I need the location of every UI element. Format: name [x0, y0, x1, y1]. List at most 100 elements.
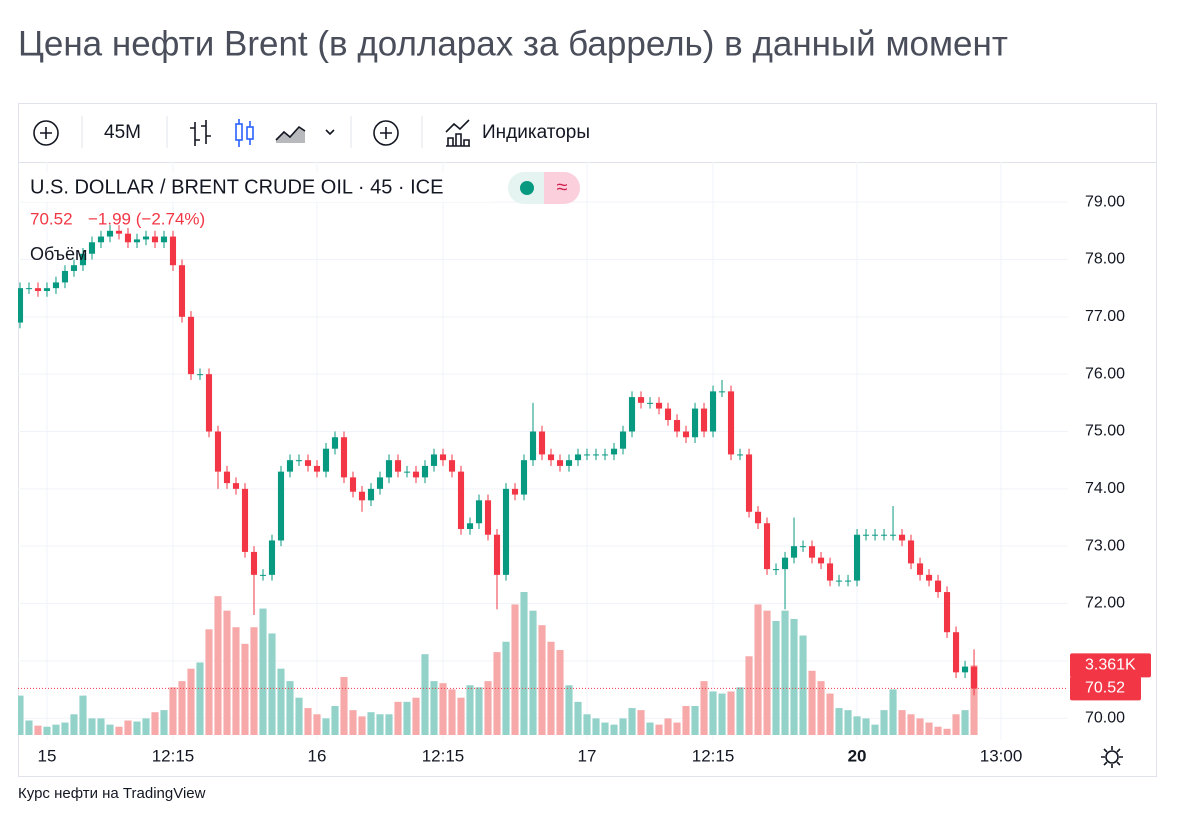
volume-bar	[925, 722, 933, 735]
volume-bar	[790, 618, 798, 735]
volume-bar	[223, 610, 231, 735]
volume-bar	[727, 691, 735, 735]
symbol-title: U.S. DOLLAR / BRENT CRUDE OIL · 45 · ICE	[30, 176, 443, 198]
volume-bar	[556, 650, 564, 735]
price-marker-label: 70.52	[1085, 680, 1125, 697]
candle-body	[124, 233, 132, 243]
volume-bar	[268, 633, 276, 735]
volume-bar	[250, 627, 258, 735]
candle-body	[898, 534, 906, 541]
y-tick-label: 77.00	[1085, 308, 1125, 325]
volume-bar	[385, 714, 393, 735]
volume-bar	[295, 697, 303, 735]
y-tick-label: 72.00	[1085, 595, 1125, 612]
candle-body	[736, 454, 744, 456]
volume-bar	[772, 621, 780, 735]
volume-bar	[871, 724, 879, 735]
last-close: 70.52	[30, 209, 73, 228]
volume-bar	[646, 722, 654, 735]
candle-body	[277, 471, 285, 541]
candle-body	[241, 488, 249, 552]
candle-body	[907, 540, 915, 564]
candle-body	[223, 471, 231, 484]
volume-bar	[673, 722, 681, 735]
interval-button[interactable]: 45M	[104, 122, 141, 143]
candle-body	[628, 397, 636, 432]
volume-bar	[916, 718, 924, 735]
candle-body	[799, 546, 807, 548]
candle-body	[376, 477, 384, 489]
candle-body	[25, 288, 33, 290]
volume-bar	[394, 701, 402, 735]
volume-bar	[286, 681, 294, 735]
area-icon[interactable]	[275, 125, 306, 141]
candle-body	[511, 488, 519, 495]
footer-link[interactable]: Курс нефти на TradingView	[18, 785, 206, 802]
candle-body	[106, 230, 114, 237]
volume-bar	[259, 608, 267, 735]
volume-bar	[70, 714, 78, 735]
volume-bar	[484, 681, 492, 735]
candle-body	[745, 454, 753, 512]
x-tick-label: 20	[848, 746, 867, 765]
volume-bar	[700, 681, 708, 735]
candle-body	[826, 563, 834, 581]
volume-bar	[34, 725, 42, 735]
candle-body	[700, 408, 708, 432]
volume-bar	[349, 710, 357, 735]
volume-bar	[547, 641, 555, 735]
volume-bar	[331, 705, 339, 735]
y-tick-label: 79.00	[1085, 193, 1125, 210]
axes: 70.0071.0072.0073.0074.0075.0076.0077.00…	[38, 193, 1151, 765]
candle-body	[880, 534, 888, 536]
add-symbol-button[interactable]	[33, 120, 59, 146]
candle-body	[61, 270, 69, 283]
candle-body	[844, 580, 852, 582]
change: −1.99 (−2.74%)	[88, 209, 205, 228]
volume-bar	[403, 701, 411, 735]
candle-body	[187, 316, 195, 375]
volume-bar	[655, 724, 663, 735]
candle-body	[601, 454, 609, 456]
volume-bar	[358, 716, 366, 735]
volume-bar	[205, 629, 213, 735]
volume-bar	[448, 689, 456, 735]
candle-body	[448, 460, 456, 472]
settings-icon[interactable]	[1101, 746, 1123, 768]
candle-body	[637, 397, 645, 403]
volume-bar	[340, 676, 348, 735]
candle-body	[196, 374, 204, 376]
y-tick-label: 75.00	[1085, 423, 1125, 440]
volume-bar	[583, 714, 591, 735]
candles-icon[interactable]	[235, 119, 254, 147]
volume-bar	[25, 720, 33, 735]
volume-bar	[817, 681, 825, 735]
volume-bar	[475, 687, 483, 735]
candle-body	[88, 242, 96, 254]
compare-button[interactable]	[373, 120, 399, 146]
volume-bar	[196, 662, 204, 735]
indicators-icon[interactable]	[445, 119, 470, 147]
candle-body	[727, 391, 735, 455]
candle-body	[718, 391, 726, 393]
y-tick-label: 70.00	[1085, 709, 1125, 726]
x-tick-label: 12:15	[422, 746, 465, 765]
candle-body	[916, 563, 924, 575]
bars-icon[interactable]	[190, 120, 211, 146]
indicators-button[interactable]: Индикаторы	[482, 122, 590, 143]
candle-body	[313, 465, 321, 472]
candle-body	[160, 236, 168, 243]
volume-bar	[178, 681, 186, 735]
volume-bar	[799, 635, 807, 735]
volume-bar	[466, 685, 474, 735]
candle-body	[556, 460, 564, 466]
volume-bar	[628, 708, 636, 735]
volume-bar	[592, 718, 600, 735]
volume-bar	[943, 728, 951, 735]
chart-type-menu[interactable]	[325, 129, 335, 136]
candle-body	[970, 666, 978, 689]
volume-bar	[736, 687, 744, 735]
candle-body	[619, 431, 627, 449]
volume-bar	[853, 716, 861, 735]
